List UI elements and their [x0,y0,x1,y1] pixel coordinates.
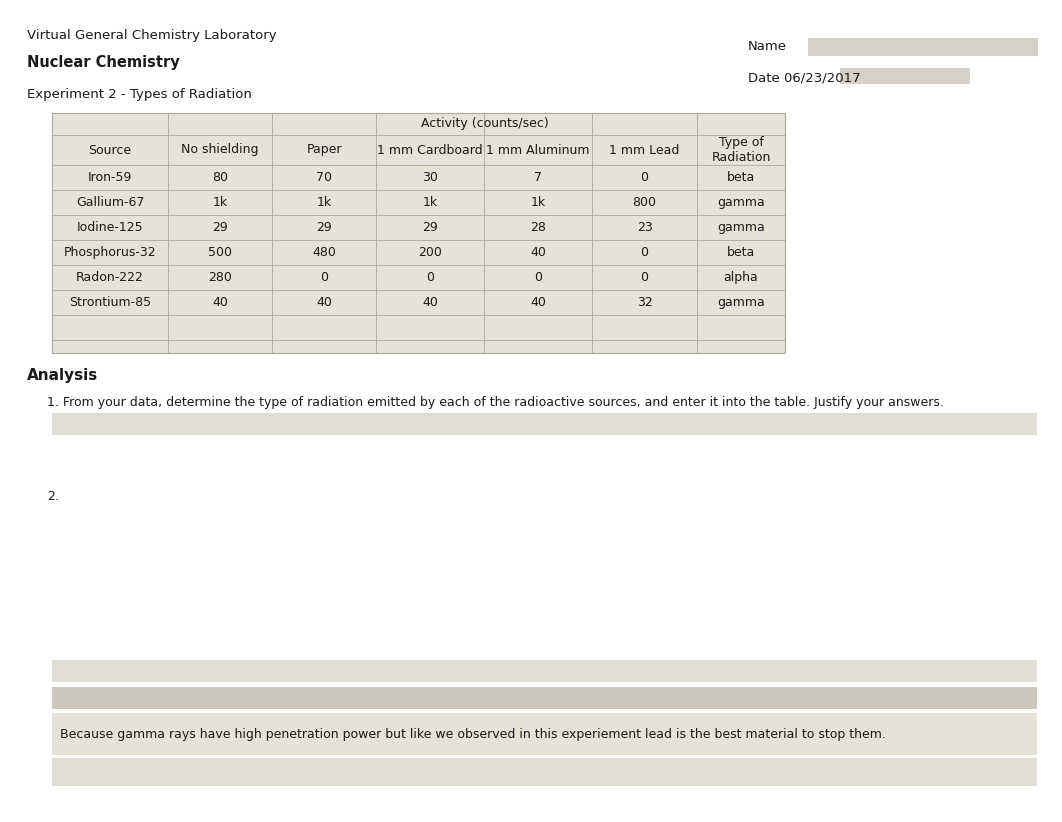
Text: 0: 0 [426,271,434,284]
Text: Source: Source [88,144,132,156]
Text: 40: 40 [422,296,438,309]
Text: Analysis: Analysis [27,368,99,383]
Text: 40: 40 [316,296,332,309]
Text: 280: 280 [208,271,232,284]
Text: beta: beta [726,171,755,184]
Text: 7: 7 [534,171,542,184]
Text: gamma: gamma [717,196,765,209]
Text: gamma: gamma [717,221,765,234]
Text: 29: 29 [212,221,228,234]
Text: 1k: 1k [423,196,438,209]
Text: 32: 32 [636,296,652,309]
Text: 80: 80 [212,171,228,184]
Text: 0: 0 [640,246,649,259]
Text: 28: 28 [530,221,546,234]
Bar [52,687,1037,709]
Bar [52,713,1037,755]
Text: 1 mm Aluminum: 1 mm Aluminum [486,144,589,156]
Text: 0: 0 [640,171,649,184]
Text: 800: 800 [633,196,656,209]
Text: Radon-222: Radon-222 [76,271,144,284]
Text: 70: 70 [316,171,332,184]
Text: Name: Name [748,40,787,53]
Text: Paper: Paper [306,144,342,156]
Bar [52,758,1037,786]
Text: gamma: gamma [717,296,765,309]
Text: alpha: alpha [723,271,758,284]
Text: Type of
Radiation: Type of Radiation [712,136,771,164]
Text: Phosphorus-32: Phosphorus-32 [64,246,156,259]
Text: Gallium-67: Gallium-67 [75,196,144,209]
Text: beta: beta [726,246,755,259]
Text: Iodine-125: Iodine-125 [76,221,143,234]
Text: 2.: 2. [47,490,58,503]
Text: 29: 29 [422,221,438,234]
Text: 1 mm Cardboard: 1 mm Cardboard [377,144,483,156]
Text: Because gamma rays have high penetration power but like we observed in this expe: Because gamma rays have high penetration… [59,727,886,741]
Text: 1 mm Lead: 1 mm Lead [610,144,680,156]
Bar [808,38,1038,56]
Text: 1. From your data, determine the type of radiation emitted by each of the radioa: 1. From your data, determine the type of… [47,396,944,409]
Text: Strontium-85: Strontium-85 [69,296,151,309]
Bar [52,413,1037,435]
Text: 500: 500 [208,246,232,259]
Text: 1k: 1k [530,196,546,209]
Bar [840,68,970,84]
Text: 40: 40 [212,296,228,309]
Text: 0: 0 [640,271,649,284]
Text: 0: 0 [534,271,542,284]
Text: Experiment 2 - Types of Radiation: Experiment 2 - Types of Radiation [27,88,252,101]
Text: Activity (counts/sec): Activity (counts/sec) [421,118,548,131]
Bar [52,660,1037,682]
Text: 40: 40 [530,246,546,259]
Text: 40: 40 [530,296,546,309]
Text: 29: 29 [316,221,331,234]
Text: Virtual General Chemistry Laboratory: Virtual General Chemistry Laboratory [27,29,276,42]
Text: 30: 30 [422,171,438,184]
Text: Iron-59: Iron-59 [88,171,132,184]
Text: 1k: 1k [316,196,331,209]
Text: Nuclear Chemistry: Nuclear Chemistry [27,55,179,70]
Text: 200: 200 [418,246,442,259]
Text: 0: 0 [320,271,328,284]
Text: 480: 480 [312,246,336,259]
Text: 23: 23 [636,221,652,234]
Text: Date 06/23/2017: Date 06/23/2017 [748,72,860,85]
Text: No shielding: No shielding [182,144,259,156]
Bar [52,113,785,353]
Text: 1k: 1k [212,196,227,209]
